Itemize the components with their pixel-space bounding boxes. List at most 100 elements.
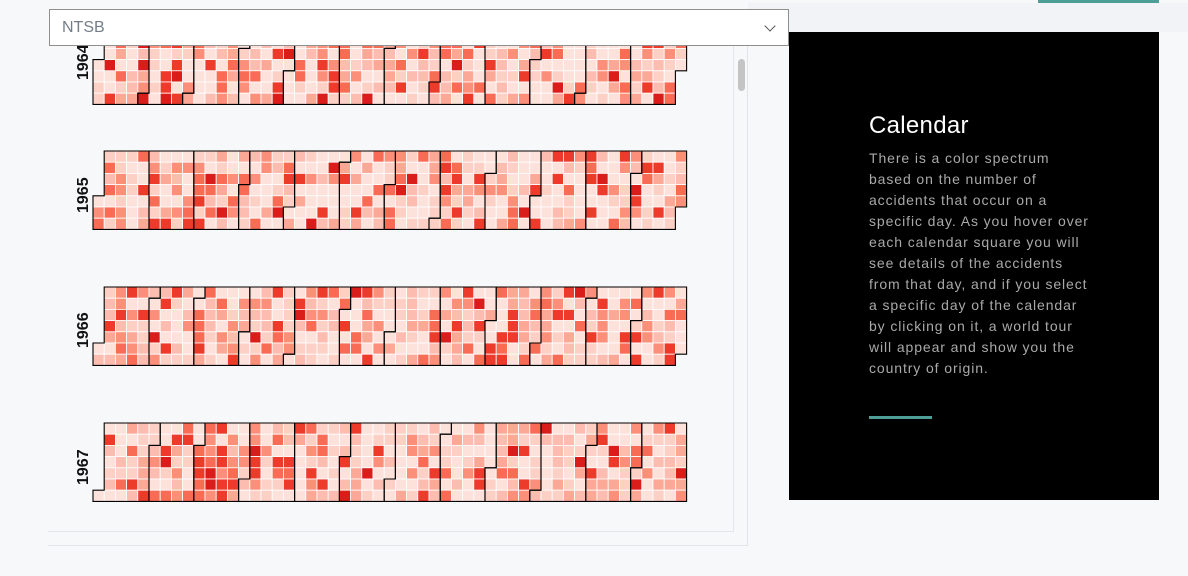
day-cell[interactable] bbox=[238, 150, 251, 163]
day-cell[interactable] bbox=[518, 195, 531, 208]
day-cell[interactable] bbox=[607, 47, 620, 60]
day-cell[interactable] bbox=[619, 59, 632, 72]
day-cell[interactable] bbox=[450, 70, 463, 83]
day-cell[interactable] bbox=[652, 320, 665, 333]
day-cell[interactable] bbox=[630, 331, 643, 344]
day-cell[interactable] bbox=[619, 478, 632, 491]
day-cell[interactable] bbox=[428, 92, 441, 105]
day-cell[interactable] bbox=[182, 195, 195, 208]
day-cell[interactable] bbox=[506, 331, 519, 344]
day-cell[interactable] bbox=[350, 342, 363, 355]
day-cell[interactable] bbox=[652, 172, 665, 185]
day-cell[interactable] bbox=[249, 70, 262, 83]
day-cell[interactable] bbox=[652, 81, 665, 94]
day-cell[interactable] bbox=[282, 172, 295, 185]
day-cell[interactable] bbox=[562, 81, 575, 94]
day-cell[interactable] bbox=[350, 59, 363, 72]
day-cell[interactable] bbox=[327, 478, 340, 491]
day-cell[interactable] bbox=[417, 286, 430, 299]
day-cell[interactable] bbox=[394, 47, 407, 60]
day-cell[interactable] bbox=[114, 59, 127, 72]
day-cell[interactable] bbox=[495, 342, 508, 355]
day-cell[interactable] bbox=[663, 150, 676, 163]
day-cell[interactable] bbox=[282, 444, 295, 457]
day-cell[interactable] bbox=[271, 172, 284, 185]
day-cell[interactable] bbox=[282, 320, 295, 333]
day-cell[interactable] bbox=[271, 433, 284, 446]
day-cell[interactable] bbox=[338, 467, 351, 480]
day-cell[interactable] bbox=[114, 422, 127, 435]
day-cell[interactable] bbox=[518, 286, 531, 299]
day-cell[interactable] bbox=[473, 217, 486, 230]
day-cell[interactable] bbox=[462, 489, 475, 502]
day-cell[interactable] bbox=[630, 286, 643, 299]
day-cell[interactable] bbox=[641, 308, 654, 321]
day-cell[interactable] bbox=[596, 184, 609, 197]
day-cell[interactable] bbox=[675, 308, 688, 321]
day-cell[interactable] bbox=[428, 422, 441, 435]
day-cell[interactable] bbox=[294, 320, 307, 333]
day-cell[interactable] bbox=[350, 456, 363, 469]
day-cell[interactable] bbox=[294, 297, 307, 310]
day-cell[interactable] bbox=[114, 433, 127, 446]
day-cell[interactable] bbox=[641, 161, 654, 174]
day-cell[interactable] bbox=[562, 150, 575, 163]
day-cell[interactable] bbox=[428, 172, 441, 185]
day-cell[interactable] bbox=[103, 353, 116, 366]
day-cell[interactable] bbox=[238, 444, 251, 457]
day-cell[interactable] bbox=[551, 456, 564, 469]
day-cell[interactable] bbox=[607, 353, 620, 366]
day-cell[interactable] bbox=[607, 59, 620, 72]
day-cell[interactable] bbox=[271, 320, 284, 333]
day-cell[interactable] bbox=[282, 353, 295, 366]
day-cell[interactable] bbox=[406, 342, 419, 355]
day-cell[interactable] bbox=[114, 342, 127, 355]
day-cell[interactable] bbox=[182, 286, 195, 299]
day-cell[interactable] bbox=[630, 70, 643, 83]
day-cell[interactable] bbox=[92, 342, 105, 355]
day-cell[interactable] bbox=[428, 184, 441, 197]
day-cell[interactable] bbox=[450, 308, 463, 321]
day-cell[interactable] bbox=[159, 467, 172, 480]
day-cell[interactable] bbox=[226, 433, 239, 446]
day-cell[interactable] bbox=[495, 161, 508, 174]
day-cell[interactable] bbox=[540, 489, 553, 502]
day-cell[interactable] bbox=[663, 59, 676, 72]
day-cell[interactable] bbox=[305, 308, 318, 321]
day-cell[interactable] bbox=[540, 331, 553, 344]
day-cell[interactable] bbox=[473, 59, 486, 72]
day-cell[interactable] bbox=[562, 342, 575, 355]
day-cell[interactable] bbox=[327, 331, 340, 344]
day-cell[interactable] bbox=[148, 184, 161, 197]
day-cell[interactable] bbox=[641, 92, 654, 105]
day-cell[interactable] bbox=[294, 92, 307, 105]
calendar-scroll-area[interactable]: 1964 1965 1966 1967 bbox=[48, 40, 734, 532]
day-cell[interactable] bbox=[193, 59, 206, 72]
day-cell[interactable] bbox=[338, 81, 351, 94]
day-cell[interactable] bbox=[193, 467, 206, 480]
day-cell[interactable] bbox=[630, 195, 643, 208]
day-cell[interactable] bbox=[249, 92, 262, 105]
day-cell[interactable] bbox=[361, 444, 374, 457]
day-cell[interactable] bbox=[260, 92, 273, 105]
day-cell[interactable] bbox=[327, 467, 340, 480]
day-cell[interactable] bbox=[305, 342, 318, 355]
day-cell[interactable] bbox=[249, 81, 262, 94]
day-cell[interactable] bbox=[182, 467, 195, 480]
day-cell[interactable] bbox=[114, 353, 127, 366]
day-cell[interactable] bbox=[193, 320, 206, 333]
day-cell[interactable] bbox=[159, 478, 172, 491]
day-cell[interactable] bbox=[450, 59, 463, 72]
day-cell[interactable] bbox=[562, 161, 575, 174]
day-cell[interactable] bbox=[495, 297, 508, 310]
day-cell[interactable] bbox=[260, 70, 273, 83]
day-cell[interactable] bbox=[226, 70, 239, 83]
day-cell[interactable] bbox=[562, 320, 575, 333]
day-cell[interactable] bbox=[372, 206, 385, 219]
day-cell[interactable] bbox=[607, 92, 620, 105]
day-cell[interactable] bbox=[327, 81, 340, 94]
day-cell[interactable] bbox=[462, 184, 475, 197]
day-cell[interactable] bbox=[137, 161, 150, 174]
day-cell[interactable] bbox=[417, 353, 430, 366]
day-cell[interactable] bbox=[675, 467, 688, 480]
